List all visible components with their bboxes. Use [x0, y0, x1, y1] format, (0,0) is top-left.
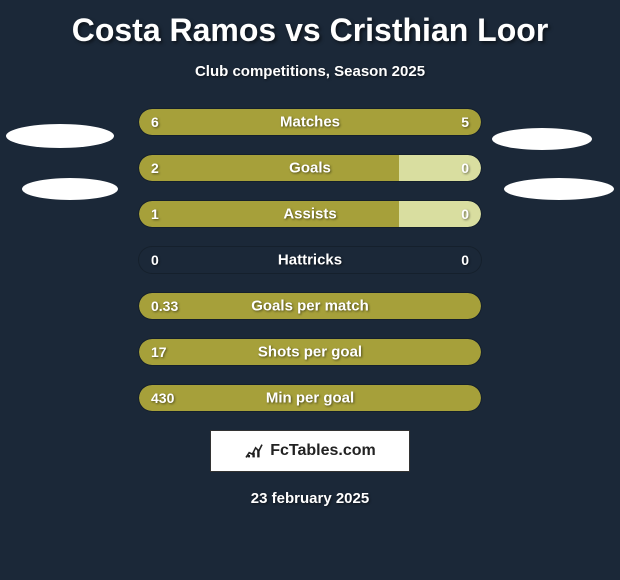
stat-row: 0 Hattricks 0	[138, 246, 482, 274]
stat-bar-left	[139, 201, 399, 227]
stat-value-left: 17	[151, 344, 167, 360]
stat-label: Hattricks	[278, 252, 342, 269]
stat-value-left: 1	[151, 206, 159, 222]
stats-container: 6 Matches 5 2 Goals 0 1 Assists 0 0 Hattricks 0 0.33…	[138, 108, 482, 412]
player1-ellipse-top	[6, 124, 114, 148]
page-title: Costa Ramos vs Cristhian Loor	[0, 0, 620, 49]
stat-row: 1 Assists 0	[138, 200, 482, 228]
stat-value-right: 0	[461, 160, 469, 176]
stat-row: 430 Min per goal	[138, 384, 482, 412]
stat-value-left: 0	[151, 252, 159, 268]
logo-text: FcTables.com	[270, 442, 376, 460]
stat-row: 6 Matches 5	[138, 108, 482, 136]
stat-row: 17 Shots per goal	[138, 338, 482, 366]
player2-ellipse-bottom	[504, 178, 614, 200]
stat-value-left: 6	[151, 114, 159, 130]
stat-value-left: 2	[151, 160, 159, 176]
logo-box[interactable]: FcTables.com	[210, 430, 410, 472]
stat-value-left: 430	[151, 390, 174, 406]
stat-value-left: 0.33	[151, 298, 178, 314]
stat-label: Matches	[280, 114, 340, 131]
stat-bar-left	[139, 155, 399, 181]
stat-bar-right	[325, 109, 481, 135]
stat-label: Assists	[283, 206, 336, 223]
player2-ellipse-top	[492, 128, 592, 150]
stat-label: Min per goal	[266, 390, 354, 407]
stat-row: 2 Goals 0	[138, 154, 482, 182]
stat-value-right: 5	[461, 114, 469, 130]
date: 23 february 2025	[0, 490, 620, 507]
stat-value-right: 0	[461, 206, 469, 222]
stat-row: 0.33 Goals per match	[138, 292, 482, 320]
stat-value-right: 0	[461, 252, 469, 268]
stat-label: Goals per match	[251, 298, 369, 315]
logo-icon	[244, 443, 264, 459]
subtitle: Club competitions, Season 2025	[0, 63, 620, 80]
stat-label: Goals	[289, 160, 331, 177]
player1-ellipse-bottom	[22, 178, 118, 200]
stat-label: Shots per goal	[258, 344, 362, 361]
